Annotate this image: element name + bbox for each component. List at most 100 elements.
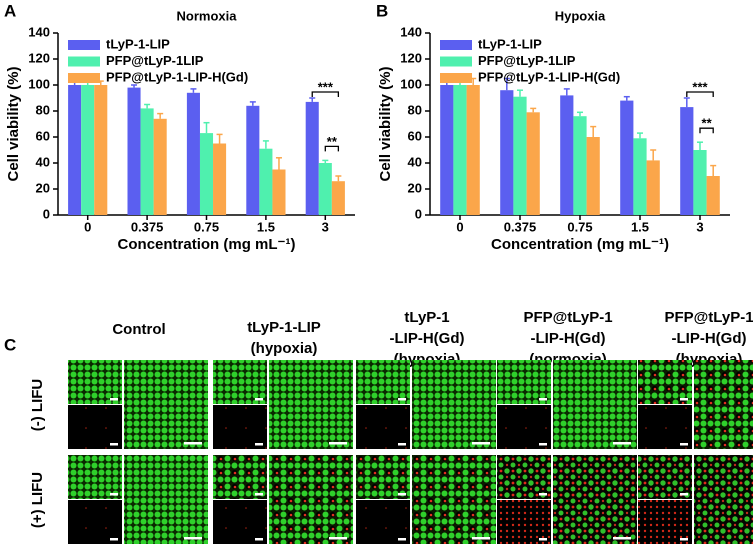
legend-swatch: [440, 40, 472, 50]
scale-bar: [398, 398, 406, 401]
bar: [81, 85, 95, 215]
x-tick-label: 0: [84, 219, 91, 234]
micrograph-inset: [68, 360, 122, 404]
significance-bracket: [699, 127, 714, 134]
significance-bracket: [686, 91, 714, 97]
column-header: tLyP-1-LIP: [247, 319, 321, 336]
scale-bar: [472, 537, 490, 540]
bar: [440, 85, 454, 215]
bar: [272, 169, 286, 215]
column-header: -LIP-H(Gd): [672, 330, 747, 347]
bar: [305, 101, 319, 215]
scale-bar: [398, 493, 406, 496]
x-tick-label: 0.375: [504, 219, 537, 234]
column-header: -LIP-H(Gd): [390, 330, 465, 347]
bar: [213, 143, 227, 215]
legend-swatch: [68, 56, 100, 67]
legend-swatch: [440, 73, 472, 83]
scale-bar: [184, 442, 202, 445]
x-tick-label: 0.375: [131, 219, 164, 234]
bar: [513, 96, 527, 215]
micrograph: [124, 455, 208, 544]
bar: [586, 137, 600, 215]
micrograph-inset: [213, 500, 267, 544]
micrograph-inset: [68, 405, 122, 449]
scale-bar: [613, 537, 631, 540]
y-tick-label: 40: [36, 154, 50, 169]
y-axis-title: Cell viability (%): [5, 66, 22, 181]
x-tick-label: 0.75: [194, 219, 219, 234]
scale-bar: [680, 398, 688, 401]
scale-bar: [398, 538, 406, 541]
scale-bar: [680, 493, 688, 496]
micrograph-inset: [638, 360, 692, 404]
micrograph: [694, 360, 753, 449]
panel-label: C: [4, 335, 16, 354]
y-tick-label: 60: [408, 128, 422, 143]
bar: [633, 138, 647, 215]
scale-bar: [110, 443, 118, 446]
y-tick-label: 60: [36, 128, 50, 143]
scale-bar: [255, 493, 263, 496]
micrograph-inset: [213, 455, 267, 499]
micrograph-inset: [497, 405, 551, 449]
x-tick-label: 3: [322, 219, 329, 234]
micrograph-inset: [497, 360, 551, 404]
scale-bar: [255, 538, 263, 541]
bar: [331, 181, 345, 215]
micrograph: [269, 455, 353, 544]
legend-swatch: [68, 40, 100, 50]
panel-label: B: [376, 1, 388, 20]
bar: [646, 160, 660, 215]
y-tick-label: 120: [400, 50, 422, 65]
column-header: (hypoxia): [251, 340, 318, 357]
y-tick-label: 80: [408, 102, 422, 117]
micrograph: [412, 455, 496, 544]
scale-bar: [539, 443, 547, 446]
micrograph-inset: [356, 405, 410, 449]
x-axis-title: Concentration (mg mL⁻¹): [491, 236, 669, 253]
y-tick-label: 100: [400, 76, 422, 91]
micrograph-inset: [213, 405, 267, 449]
scale-bar: [255, 398, 263, 401]
micrograph-inset: [356, 455, 410, 499]
micrograph-inset: [213, 360, 267, 404]
micrograph: [553, 455, 637, 544]
bar: [186, 92, 200, 215]
bar: [246, 105, 260, 215]
micrograph-inset: [638, 405, 692, 449]
column-header: -LIP-H(Gd): [531, 330, 606, 347]
scale-bar: [255, 443, 263, 446]
x-tick-label: 1.5: [257, 219, 275, 234]
bar: [706, 176, 720, 215]
micrograph: [694, 455, 753, 544]
significance-bracket: [324, 145, 340, 152]
y-tick-label: 140: [400, 24, 422, 39]
y-tick-label: 100: [28, 76, 50, 91]
x-axis-title: Concentration (mg mL⁻¹): [118, 236, 296, 253]
bar: [573, 116, 587, 215]
micrograph-inset: [68, 500, 122, 544]
chart-title: Normoxia: [177, 8, 238, 23]
y-tick-label: 40: [408, 154, 422, 169]
bar: [680, 107, 694, 215]
micrograph-inset: [68, 455, 122, 499]
scale-bar: [329, 442, 347, 445]
significance-label: ***: [318, 79, 334, 94]
bar: [318, 163, 332, 215]
significance-bracket: [311, 91, 340, 97]
bar: [140, 108, 154, 215]
bar: [500, 90, 514, 215]
scale-bar: [184, 537, 202, 540]
micrograph: [553, 360, 637, 449]
column-header: tLyP-1: [404, 309, 449, 326]
bar: [526, 112, 540, 215]
micrograph: [269, 360, 353, 449]
x-tick-label: 0.75: [567, 219, 592, 234]
column-header: PFP@tLyP-1: [523, 309, 612, 326]
legend-label: PFP@tLyP-1LIP: [478, 53, 576, 68]
bar: [693, 150, 707, 215]
significance-label: ***: [692, 79, 708, 94]
column-header: PFP@tLyP-1: [664, 309, 753, 326]
bar: [620, 100, 634, 215]
